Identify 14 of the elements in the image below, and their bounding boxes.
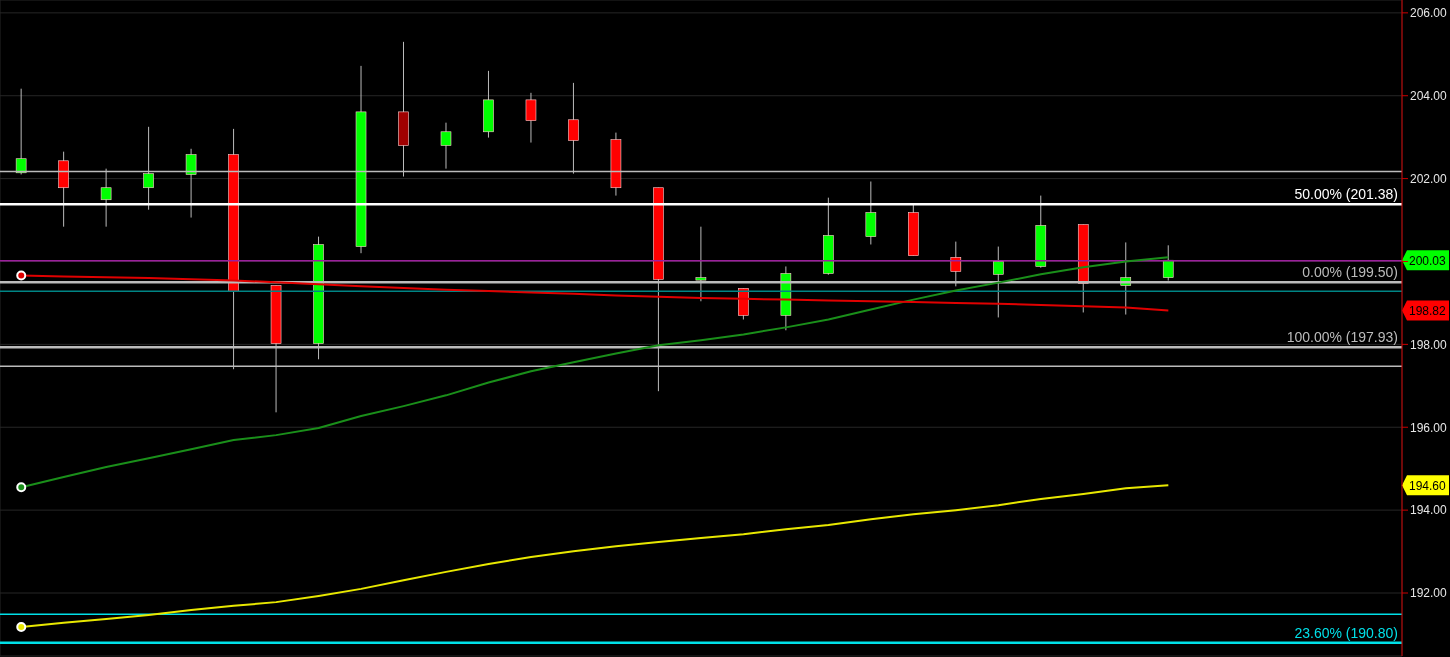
y-tick-label: 196.00	[1410, 420, 1448, 435]
y-tick-label: 206.00	[1410, 6, 1448, 21]
y-tick-label: 194.00	[1410, 503, 1448, 518]
text: 200.03	[1409, 253, 1447, 268]
y-tick-label: 198.00	[1410, 337, 1448, 352]
ref-line-label: 100.00% (197.93)	[1286, 329, 1398, 346]
y-tick-label: 204.00	[1410, 88, 1448, 103]
ref-line-label: 23.60% (190.80)	[1294, 624, 1398, 641]
y-tick-label: 202.00	[1410, 171, 1448, 186]
y-tick-label: 192.00	[1410, 586, 1448, 601]
ref-line-label: 50.00% (201.38)	[1294, 186, 1398, 203]
ref-line-label: 0.00% (199.50)	[1302, 264, 1398, 281]
text: 198.82	[1409, 303, 1447, 318]
text: 194.60	[1409, 478, 1447, 493]
